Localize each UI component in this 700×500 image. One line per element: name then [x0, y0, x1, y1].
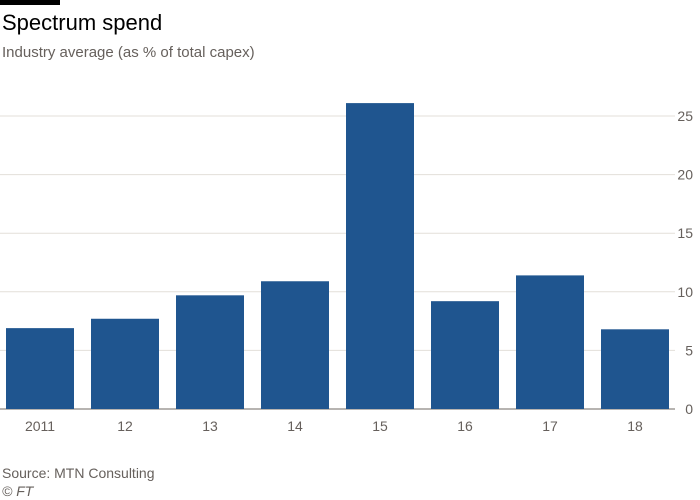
bar-18	[601, 329, 669, 409]
chart-title: Spectrum spend	[2, 10, 163, 35]
bar-16	[431, 301, 499, 409]
x-tick-label: 17	[542, 418, 558, 434]
bar-15	[346, 103, 414, 409]
y-tick-label: 15	[677, 225, 693, 241]
source-note: Source: MTN Consulting	[2, 465, 155, 481]
x-tick-label: 15	[372, 418, 388, 434]
top-rule	[0, 0, 60, 5]
y-tick-labels: 0 5 10 15 20 25	[677, 108, 693, 417]
x-tick-labels: 2011 12 13 14 15 16 17 18	[25, 418, 643, 434]
y-tick-label: 20	[677, 167, 693, 183]
bar-2011	[6, 328, 74, 409]
bar-12	[91, 318, 159, 409]
chart-subtitle: Industry average (as % of total capex)	[2, 44, 255, 61]
bar-17	[516, 275, 584, 409]
bar-chart: 0 5 10 15 20 25 2011 12 13 14 15 16 17 18	[0, 103, 693, 434]
copyright-note: © FT	[2, 483, 34, 499]
y-tick-label: 5	[685, 342, 693, 358]
bar-13	[176, 295, 244, 409]
x-tick-label: 16	[457, 418, 473, 434]
y-tick-label: 0	[685, 401, 693, 417]
bars	[6, 103, 669, 409]
y-tick-label: 25	[677, 108, 693, 124]
x-tick-label: 13	[202, 418, 218, 434]
x-tick-label: 12	[117, 418, 133, 434]
bar-14	[261, 281, 329, 409]
x-tick-label: 14	[287, 418, 303, 434]
x-tick-label: 18	[627, 418, 643, 434]
y-tick-label: 10	[677, 284, 693, 300]
x-tick-label: 2011	[25, 418, 55, 434]
